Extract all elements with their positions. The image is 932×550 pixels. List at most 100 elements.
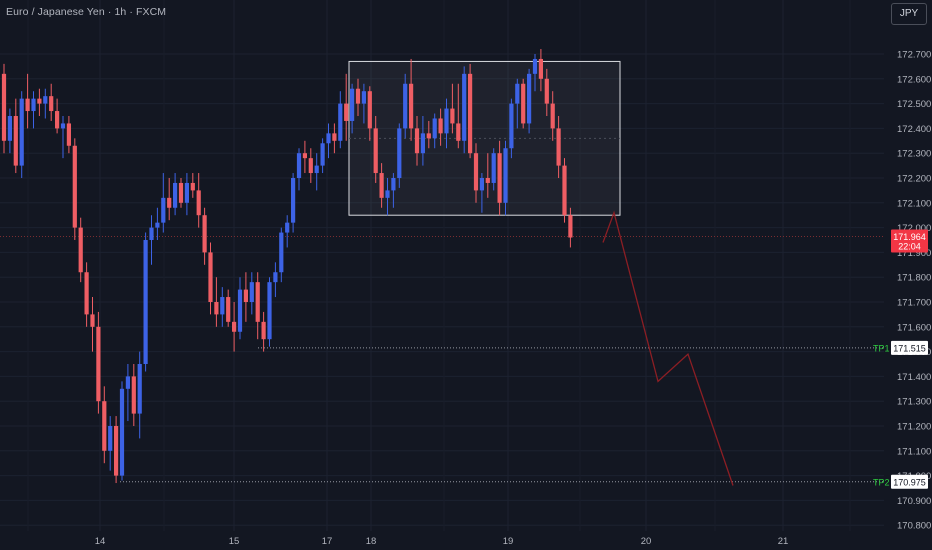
candle-body bbox=[556, 128, 561, 166]
candle-body bbox=[84, 272, 89, 315]
candle-body bbox=[355, 88, 361, 104]
price-tick-label: 171.100 bbox=[897, 446, 931, 457]
candle-body bbox=[119, 388, 125, 476]
price-tick-label: 171.300 bbox=[897, 397, 931, 408]
candle-body bbox=[350, 88, 355, 121]
candle-body bbox=[25, 98, 30, 112]
candle-body bbox=[184, 182, 189, 203]
candle-body bbox=[468, 73, 473, 154]
candle-body bbox=[66, 123, 71, 146]
candle-body bbox=[1, 73, 7, 141]
price-tick-label: 172.200 bbox=[897, 174, 931, 185]
candle-body bbox=[361, 91, 366, 104]
candle-body bbox=[450, 108, 455, 124]
candle-body bbox=[190, 182, 195, 191]
candle-body bbox=[538, 58, 543, 79]
candle-body bbox=[426, 133, 431, 139]
candle-body bbox=[49, 96, 54, 112]
candle-body bbox=[226, 297, 231, 322]
candle-body bbox=[96, 326, 101, 402]
candle-body bbox=[420, 133, 425, 154]
candle-body bbox=[255, 282, 260, 322]
candle-body bbox=[444, 108, 449, 134]
take-profit-price-text: 171.515 bbox=[893, 343, 926, 353]
candle-body bbox=[509, 103, 514, 149]
candle-body bbox=[479, 178, 484, 191]
price-tick-label: 172.700 bbox=[897, 50, 931, 61]
price-tick-label: 171.400 bbox=[897, 372, 931, 383]
projection-path[interactable] bbox=[602, 210, 734, 486]
candle-body bbox=[308, 158, 313, 174]
candle-body bbox=[208, 252, 213, 302]
candle-body bbox=[403, 83, 408, 129]
candle-body bbox=[515, 83, 520, 104]
price-tick-label: 172.000 bbox=[897, 223, 931, 234]
symbol-title[interactable]: Euro / Japanese Yen · 1h · FXCM bbox=[6, 6, 167, 18]
candle-body bbox=[314, 165, 319, 174]
take-profit-lines bbox=[120, 347, 884, 483]
price-axis[interactable]: 172.700 172.600 172.500 172.400 172.300 172.2… bbox=[884, 0, 932, 550]
candle-body bbox=[562, 165, 567, 216]
time-tick-label: 14 bbox=[95, 536, 106, 547]
candle-body bbox=[527, 73, 532, 124]
candle-body bbox=[385, 190, 390, 198]
candle-body bbox=[90, 314, 95, 327]
candle-body bbox=[291, 178, 296, 223]
candle-body bbox=[379, 173, 384, 198]
time-tick-label: 19 bbox=[503, 536, 514, 547]
candle-body bbox=[108, 426, 113, 451]
take-profit-price-badge bbox=[891, 340, 928, 355]
take-profit-badges: TP1 171.515 TP2 170.975 bbox=[873, 340, 928, 489]
candle-body bbox=[173, 182, 178, 208]
candle-body bbox=[125, 376, 130, 389]
candle-body bbox=[409, 83, 414, 129]
candle-body bbox=[456, 123, 461, 141]
candle-body bbox=[532, 58, 538, 74]
current-price-text: 171.964 bbox=[893, 232, 926, 242]
price-tick-label: 171.800 bbox=[897, 273, 931, 284]
candle-body bbox=[31, 98, 36, 112]
candle-body bbox=[202, 215, 207, 253]
time-tick-label: 20 bbox=[641, 536, 652, 547]
candle-body bbox=[344, 103, 349, 121]
candle-body bbox=[102, 401, 107, 451]
candle-body bbox=[220, 297, 225, 315]
price-tick-label: 171.700 bbox=[897, 298, 931, 309]
candle-body bbox=[161, 197, 166, 223]
candle-body bbox=[196, 190, 201, 216]
price-tick-label: 171.200 bbox=[897, 422, 931, 433]
time-axis-background bbox=[0, 531, 884, 550]
candle-body bbox=[78, 227, 83, 273]
candle-body bbox=[332, 133, 337, 141]
candle-body bbox=[544, 78, 549, 104]
currency-button[interactable]: JPY bbox=[891, 3, 927, 25]
candle-body bbox=[503, 148, 508, 203]
candle-body bbox=[285, 222, 290, 233]
candle-body bbox=[521, 83, 526, 124]
time-axis[interactable]: 14 15 17 18 19 20 21 bbox=[0, 531, 884, 550]
price-tick-label: 170.800 bbox=[897, 521, 931, 532]
candle-body bbox=[37, 98, 42, 104]
time-tick-label: 15 bbox=[229, 536, 240, 547]
price-tick-label: 172.600 bbox=[897, 74, 931, 85]
price-tick-label: 172.300 bbox=[897, 149, 931, 160]
candle-body bbox=[273, 272, 278, 283]
candle-body bbox=[19, 98, 24, 166]
candle-body bbox=[60, 123, 66, 129]
candlestick-series bbox=[1, 49, 573, 484]
price-tick-label: 172.400 bbox=[897, 124, 931, 135]
candle-body bbox=[491, 153, 496, 183]
candle-body bbox=[143, 240, 148, 364]
candle-body bbox=[214, 302, 219, 315]
candle-body bbox=[391, 178, 396, 191]
candle-body bbox=[267, 282, 272, 340]
candle-body bbox=[114, 426, 119, 476]
price-tick-label: 171.900 bbox=[897, 248, 931, 259]
price-tick-label: 172.500 bbox=[897, 99, 931, 110]
time-tick-label: 18 bbox=[366, 536, 377, 547]
candle-body bbox=[55, 111, 60, 129]
candle-body bbox=[137, 364, 142, 414]
candle-body bbox=[237, 289, 243, 332]
candle-body bbox=[7, 116, 12, 141]
